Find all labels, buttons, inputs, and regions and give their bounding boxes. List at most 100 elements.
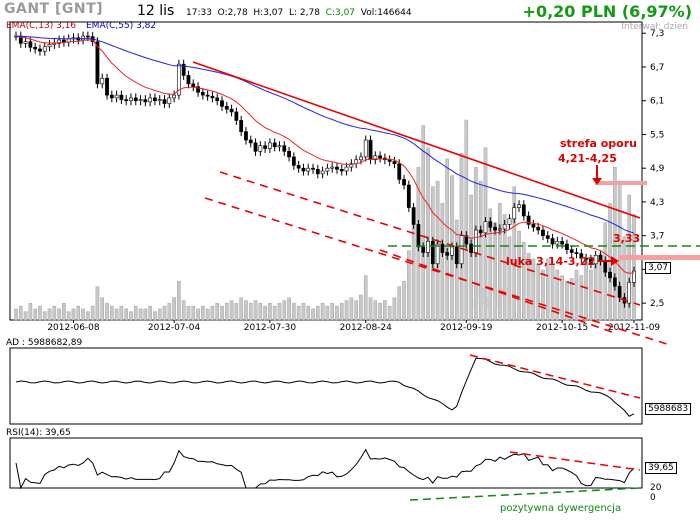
volume-bar: [28, 303, 33, 321]
volume-bar: [411, 214, 416, 321]
volume-bar: [172, 297, 176, 321]
price-y-tick-label: 6,1: [650, 97, 664, 107]
volume-bar: [33, 308, 37, 321]
candle-body: [124, 99, 129, 102]
resistance-zone-band: [595, 181, 647, 185]
candle-body: [234, 111, 239, 121]
resistance-zone-title: strefa oporu: [560, 137, 637, 150]
ema55-legend: EMA(C,55) 3,82: [86, 21, 157, 31]
candle-body: [373, 155, 378, 161]
ad-last-value-tag: 5988683: [645, 403, 692, 415]
volume-bar: [493, 222, 497, 321]
volume-bar: [306, 305, 311, 321]
price-x-tick-label: 2012-08-24: [340, 323, 393, 333]
candle-body: [191, 83, 196, 87]
volume-bar: [488, 208, 493, 321]
volume-bar: [613, 167, 617, 321]
candle-body: [114, 94, 119, 99]
candle-body: [459, 235, 464, 265]
volume-bar: [244, 300, 248, 321]
volume-bar: [593, 264, 598, 321]
candle-body: [176, 63, 181, 96]
price-x-tick-label: 2012-09-19: [440, 323, 493, 333]
volume-bar: [210, 305, 215, 321]
volume-bar: [296, 305, 301, 321]
volume-bar: [224, 303, 229, 321]
volume-bar: [196, 308, 200, 321]
candle-body: [81, 35, 85, 41]
volume-bar: [555, 269, 560, 321]
candle-body: [478, 229, 483, 234]
candle-body: [47, 44, 52, 48]
candle-body: [507, 218, 512, 225]
channel-lower-dashed: [204, 197, 671, 346]
volume-bar: [478, 180, 483, 321]
volume-bar: [95, 286, 100, 321]
volume-bar: [383, 300, 387, 321]
candle-body: [474, 229, 478, 253]
volume-bar: [526, 253, 531, 321]
candle-body: [186, 75, 191, 85]
volume-bar: [239, 297, 243, 321]
volume-bar: [292, 303, 296, 321]
volume-bar: [23, 311, 28, 321]
volume-bar: [469, 194, 473, 321]
candle-body: [440, 243, 445, 253]
candle-body: [172, 94, 176, 99]
volume-bar: [81, 308, 85, 321]
candle-body: [38, 48, 42, 52]
candle-body: [464, 235, 469, 245]
volume-bar: [138, 308, 143, 321]
candle-body: [378, 155, 382, 159]
volume-bar: [124, 308, 128, 321]
candle-body: [109, 94, 114, 99]
volume-bar: [167, 303, 172, 321]
volume-bar: [86, 311, 90, 321]
resistance-zone-range: 4,21-4,25: [558, 152, 617, 165]
volume-bar: [560, 275, 564, 321]
candle-body: [531, 224, 536, 228]
candle-body: [430, 240, 435, 265]
volume-bar: [277, 303, 282, 321]
ema55-line: [15, 35, 635, 234]
candle-body: [574, 252, 579, 254]
volume-bar: [110, 305, 114, 321]
ohlc-readout: 17:33 O:2,78 H:3,07 L: 2,78 C:3,07 Vol:1…: [186, 8, 412, 18]
volume-bar: [14, 308, 18, 321]
candle-body: [325, 167, 330, 172]
candle-body: [129, 97, 133, 102]
candle-body: [253, 142, 258, 152]
price-y-tick-label: 4,3: [650, 198, 664, 208]
volume-bar: [325, 305, 330, 321]
volume-bar: [220, 305, 224, 321]
candle-body: [368, 139, 373, 161]
volume-bar: [335, 305, 339, 321]
volume-bar: [368, 297, 373, 321]
candle-body: [450, 246, 454, 256]
candle-body: [263, 145, 268, 149]
candle-body: [157, 99, 162, 102]
volume-bar: [354, 300, 358, 321]
volume-bar: [62, 303, 66, 321]
volume-bar: [287, 297, 291, 321]
candle-body: [632, 270, 636, 283]
volume-bar: [392, 297, 397, 321]
volume-bar: [421, 125, 426, 321]
volume-bar: [378, 303, 382, 321]
time-value: 17:33: [186, 8, 212, 18]
candle-body: [95, 41, 100, 85]
volume-bar: [57, 308, 61, 321]
volume-bar: [47, 308, 52, 321]
price-y-tick-label: 2,5: [650, 299, 664, 309]
candle-body: [387, 159, 392, 162]
volume-value: Vol:146644: [360, 8, 412, 18]
candle-body: [493, 226, 497, 231]
candle-body: [282, 145, 287, 152]
volume-bar: [263, 305, 267, 321]
volume-bar: [162, 305, 167, 321]
candle-body: [603, 260, 608, 273]
volume-bar: [454, 219, 459, 321]
candle-body: [617, 285, 622, 298]
volume-bar: [18, 305, 23, 321]
candle-body: [28, 41, 33, 48]
